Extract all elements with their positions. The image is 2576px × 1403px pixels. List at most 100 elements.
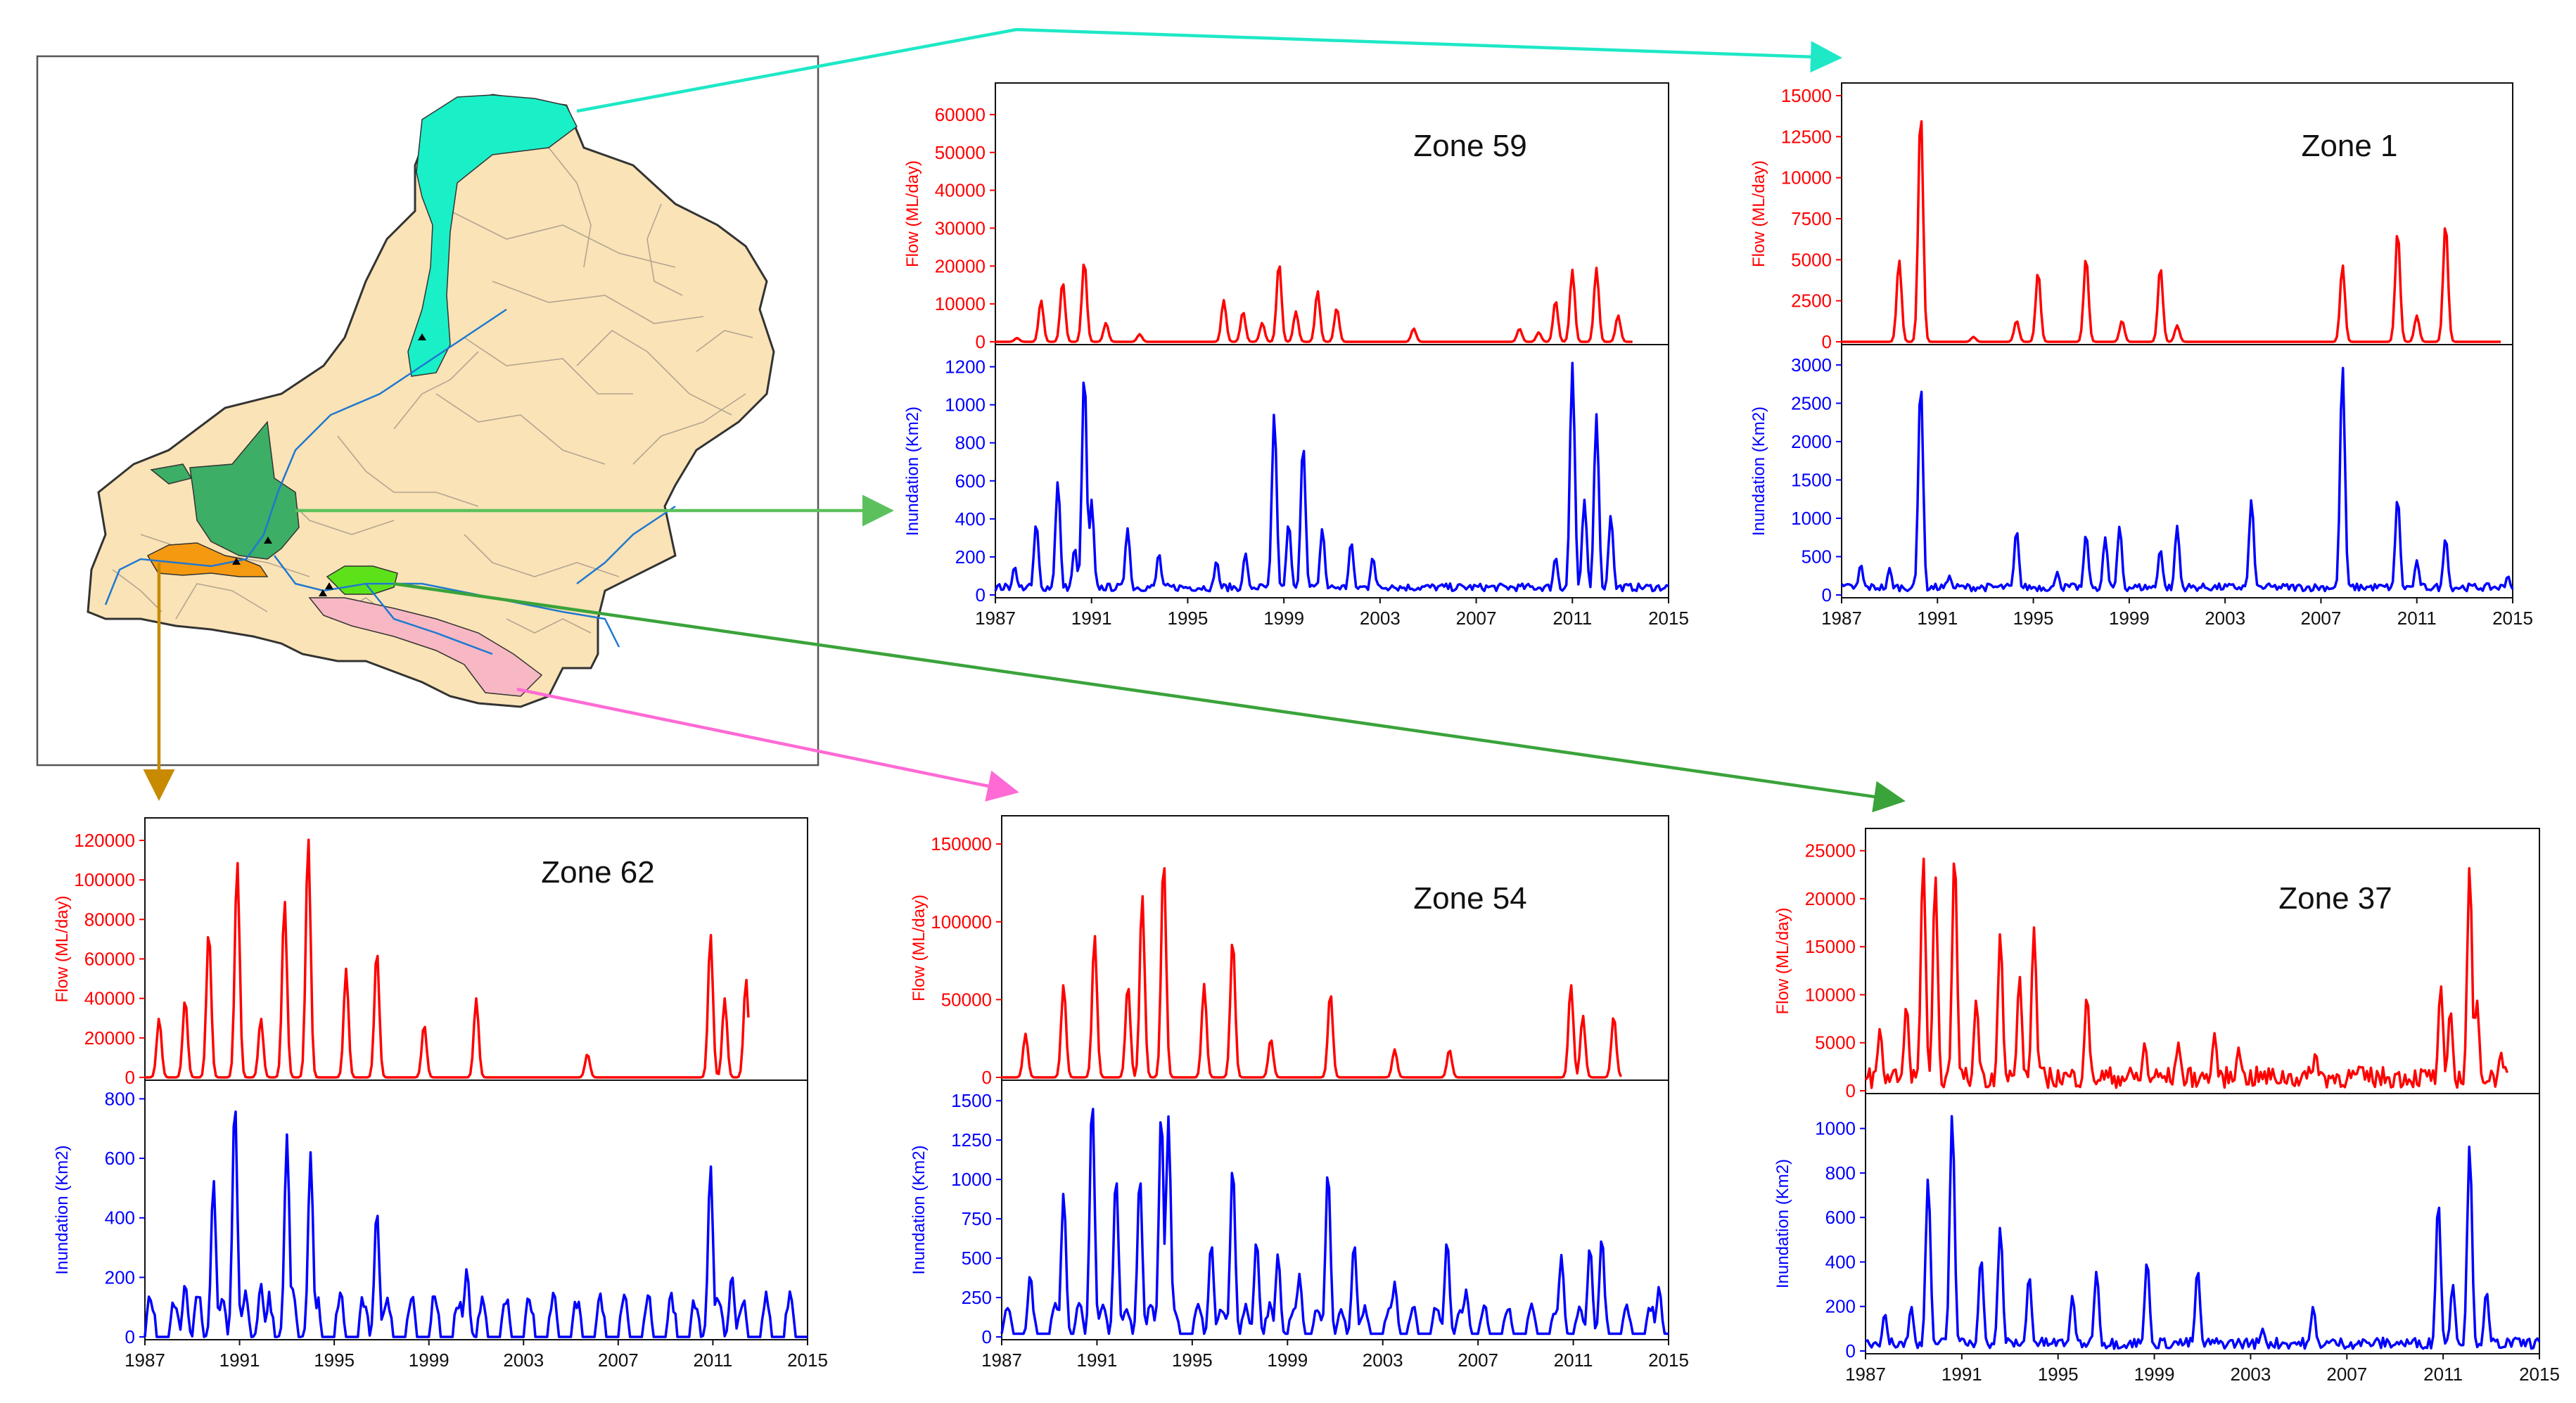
- y-tick-label: 400: [1825, 1251, 1856, 1272]
- y-tick-label: 40000: [935, 180, 986, 201]
- chart-panel-zone-59: Zone 59 1987 1991 1995 1999 2003 2007 2011 2015 0…: [903, 82, 1689, 629]
- x-tick-label: 1991: [1941, 1364, 1982, 1385]
- y-tick-label: 50000: [941, 989, 992, 1010]
- y-tick-label: 1250: [951, 1129, 992, 1151]
- y-tick-label: 100000: [931, 911, 992, 933]
- chart-panel-zone-1: Zone 1 1987 1991 1995 1999 2003 2007 2011 2015 0 2…: [1749, 82, 2533, 629]
- y-tick-label: 60000: [935, 104, 986, 125]
- y-tick-label: 0: [1846, 1080, 1856, 1101]
- y-tick-label: 50000: [935, 142, 986, 163]
- x-tick-label: 2015: [1648, 608, 1689, 629]
- y-axis-label: Inundation (Km2): [903, 406, 922, 536]
- series-line-inundation: [1865, 1115, 2541, 1350]
- x-tick-label: 1999: [409, 1350, 449, 1371]
- zone-54-region: [308, 597, 543, 697]
- y-axis-label: Flow (ML/day): [1773, 907, 1792, 1014]
- chart-title: Zone 37: [2278, 881, 2392, 916]
- y-tick-label: 250: [962, 1287, 992, 1308]
- x-tick-label: 1999: [1267, 1350, 1308, 1371]
- x-tick-label: 1999: [1263, 608, 1304, 629]
- chart-frame: [1001, 815, 1669, 1340]
- x-tick-label: 1999: [2134, 1364, 2175, 1385]
- x-tick-label: 2003: [2205, 608, 2245, 629]
- x-tick-label: 2011: [1552, 608, 1592, 629]
- y-tick-label: 0: [982, 1067, 992, 1088]
- x-tick-label: 1991: [1917, 608, 1958, 629]
- chart-title: Zone 54: [1413, 881, 1526, 916]
- arrow-zone-37: [393, 582, 1906, 813]
- zone-62-region: [146, 542, 269, 577]
- x-tick-label: 1995: [1168, 608, 1209, 629]
- y-tick-label: 500: [1802, 546, 1832, 567]
- arrow-zone-54: [516, 687, 1019, 802]
- y-tick-label: 100000: [74, 869, 135, 890]
- y-tick-label: 400: [955, 508, 986, 530]
- y-tick-label: 3000: [1791, 354, 1832, 376]
- x-tick-label: 2011: [693, 1350, 732, 1371]
- y-tick-label: 40000: [84, 988, 135, 1009]
- x-tick-label: 2007: [2301, 608, 2342, 629]
- catchment-map: [36, 55, 820, 767]
- y-tick-label: 20000: [935, 255, 986, 276]
- y-tick-label: 15000: [1781, 85, 1832, 106]
- connector-arrows: [143, 27, 1906, 813]
- y-axis-label: Flow (ML/day): [1749, 160, 1768, 267]
- y-tick-label: 0: [1822, 584, 1832, 606]
- x-tick-label: 2007: [2326, 1364, 2367, 1385]
- series-line-flow: [1842, 120, 2501, 343]
- y-tick-label: 80000: [84, 909, 135, 930]
- chart-frame: [995, 82, 1669, 598]
- arrow-zone-59: [576, 27, 1842, 113]
- y-tick-label: 20000: [84, 1027, 135, 1049]
- x-tick-label: 2007: [1458, 1350, 1498, 1371]
- y-tick-label: 0: [1822, 331, 1832, 352]
- y-tick-label: 10000: [1805, 984, 1856, 1005]
- x-tick-label: 2015: [2492, 608, 2533, 629]
- x-tick-label: 1991: [219, 1350, 260, 1371]
- x-tick-label: 1991: [1071, 608, 1112, 629]
- x-tick-label: 2011: [1554, 1350, 1593, 1371]
- chart-panel-zone-37: Zone 37 1987 1991 1995 1999 2003 2007 2011 2015 0…: [1773, 828, 2560, 1385]
- zone-1-region: [189, 421, 300, 560]
- series-line-flow: [995, 263, 1633, 343]
- x-tick-label: 1987: [125, 1350, 165, 1371]
- y-axis-label: Inundation (Km2): [1749, 406, 1768, 536]
- y-tick-label: 15000: [1805, 936, 1856, 957]
- chart-title: Zone 59: [1413, 129, 1526, 163]
- y-tick-label: 800: [1825, 1162, 1856, 1184]
- chart-title: Zone 1: [2302, 129, 2398, 163]
- y-axis-label: Flow (ML/day): [53, 895, 72, 1002]
- y-tick-label: 0: [982, 1326, 992, 1347]
- y-tick-label: 1500: [1791, 469, 1832, 490]
- x-tick-label: 1991: [1077, 1350, 1118, 1371]
- chart-frame: [1865, 828, 2540, 1354]
- y-tick-label: 1000: [951, 1169, 992, 1190]
- chart-panel-zone-62: Zone 62 1987 1991 1995 1999 2003 2007 2011 2015 0…: [53, 817, 828, 1371]
- y-tick-label: 2500: [1791, 392, 1832, 414]
- gauge-markers: [232, 333, 426, 596]
- y-axis-label: Flow (ML/day): [903, 160, 922, 267]
- x-tick-label: 2011: [2423, 1364, 2463, 1385]
- y-tick-label: 10000: [1781, 167, 1832, 188]
- y-tick-label: 800: [105, 1088, 135, 1109]
- y-tick-label: 600: [1825, 1207, 1856, 1228]
- y-tick-label: 30000: [935, 217, 986, 238]
- y-tick-label: 2000: [1791, 431, 1832, 452]
- series-line-inundation: [144, 1110, 808, 1338]
- x-tick-label: 2015: [2519, 1364, 2560, 1385]
- y-tick-label: 25000: [1805, 840, 1856, 861]
- y-axis-label: Flow (ML/day): [910, 895, 929, 1001]
- series-line-flow: [145, 838, 750, 1079]
- y-tick-label: 12500: [1781, 126, 1832, 147]
- x-tick-label: 1987: [975, 608, 1016, 629]
- y-tick-label: 60000: [84, 949, 135, 970]
- river-network: [104, 308, 676, 655]
- zone-1-west-region: [150, 463, 193, 485]
- y-tick-label: 200: [955, 546, 986, 568]
- series-line-flow: [1864, 857, 2509, 1089]
- y-tick-label: 1200: [945, 357, 986, 378]
- x-tick-label: 1995: [314, 1350, 355, 1371]
- y-tick-label: 1000: [945, 395, 986, 416]
- y-tick-label: 600: [105, 1148, 135, 1169]
